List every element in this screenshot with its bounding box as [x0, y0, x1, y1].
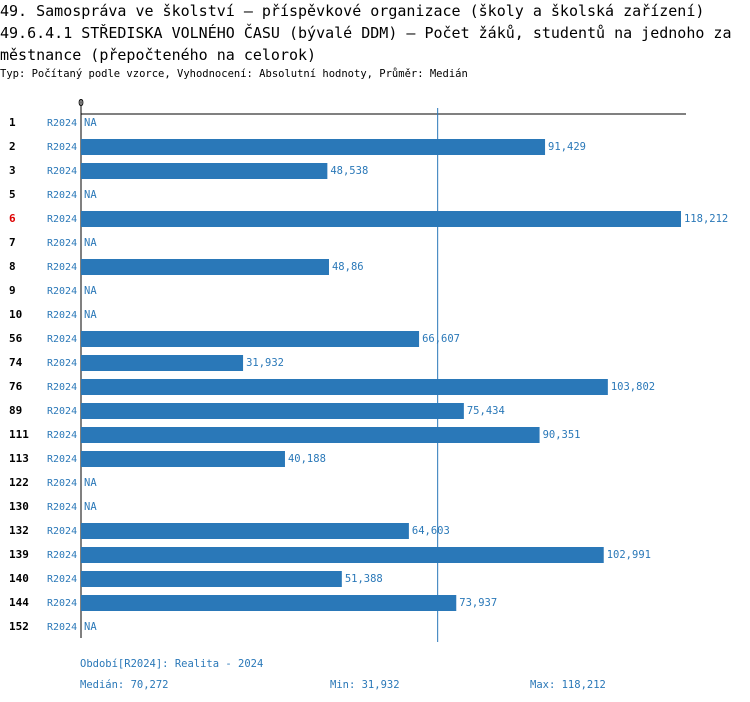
value-label: 40,188 — [288, 453, 326, 465]
series-label: R2024 — [47, 118, 77, 129]
bar — [81, 139, 546, 155]
bar — [81, 331, 420, 347]
value-label: NA — [84, 189, 97, 201]
category-label: 6 — [9, 212, 16, 225]
value-label: 103,802 — [611, 381, 655, 393]
value-label: NA — [84, 501, 97, 513]
category-label: 144 — [9, 596, 29, 609]
category-label: 1 — [9, 116, 16, 129]
series-label: R2024 — [47, 238, 77, 249]
bar — [81, 427, 540, 443]
bar — [81, 523, 409, 539]
min-label: Min: 31,932 — [330, 679, 400, 691]
category-label: 140 — [9, 572, 29, 585]
series-label: R2024 — [47, 262, 77, 273]
category-label: 122 — [9, 476, 29, 489]
bar — [81, 163, 328, 179]
category-label: 10 — [9, 308, 22, 321]
value-label: 48,538 — [330, 165, 368, 177]
value-label: 31,932 — [246, 357, 284, 369]
category-label: 3 — [9, 164, 16, 177]
value-label: 75,434 — [467, 405, 505, 417]
value-label: NA — [84, 117, 97, 129]
bar — [81, 355, 244, 371]
series-label: R2024 — [47, 382, 77, 393]
bar — [81, 451, 285, 467]
category-label: 8 — [9, 260, 16, 273]
series-label: R2024 — [47, 550, 77, 561]
period-label: Období[R2024]: Realita - 2024 — [80, 658, 263, 670]
bar — [81, 259, 329, 275]
category-label: 130 — [9, 500, 29, 513]
value-label: 90,351 — [543, 429, 581, 441]
value-label: 73,937 — [459, 597, 497, 609]
bar — [81, 211, 681, 227]
category-label: 76 — [9, 380, 23, 393]
category-label: 113 — [9, 452, 29, 465]
category-label: 5 — [9, 188, 16, 201]
series-label: R2024 — [47, 454, 77, 465]
series-label: R2024 — [47, 574, 77, 585]
category-label: 139 — [9, 548, 29, 561]
value-label: NA — [84, 285, 97, 297]
value-label: 51,388 — [345, 573, 383, 585]
bar — [81, 571, 342, 587]
value-label: 118,212 — [684, 213, 728, 225]
category-label: 9 — [9, 284, 16, 297]
series-label: R2024 — [47, 166, 77, 177]
chart-title: 49. Samospráva ve školství – příspěvkové… — [0, 2, 705, 20]
description: Typ: Počítaný podle vzorce, Vyhodnocení:… — [0, 68, 468, 80]
x-tick-label: 0 — [78, 98, 84, 109]
category-label: 7 — [9, 236, 16, 249]
category-label: 2 — [9, 140, 16, 153]
category-label: 132 — [9, 524, 29, 537]
header: 49. Samospráva ve školství – příspěvkové… — [0, 0, 740, 82]
series-label: R2024 — [47, 478, 77, 489]
series-label: R2024 — [47, 142, 77, 153]
series-label: R2024 — [47, 190, 77, 201]
series-label: R2024 — [47, 334, 77, 345]
series-label: R2024 — [47, 622, 77, 633]
max-label: Max: 118,212 — [530, 679, 606, 691]
bar — [81, 379, 608, 395]
value-label: NA — [84, 477, 97, 489]
chart-subtitle: 49.6.4.1 STŘEDISKA VOLNÉHO ČASU (bývalé … — [0, 24, 732, 64]
value-label: NA — [84, 621, 97, 633]
series-label: R2024 — [47, 286, 77, 297]
value-label: 91,429 — [548, 141, 586, 153]
series-label: R2024 — [47, 406, 77, 417]
value-label: 66,607 — [422, 333, 460, 345]
value-label: NA — [84, 309, 97, 321]
series-label: R2024 — [47, 358, 77, 369]
value-label: 48,86 — [332, 261, 364, 273]
series-label: R2024 — [47, 430, 77, 441]
value-label: NA — [84, 237, 97, 249]
median-label: Medián: 70,272 — [80, 679, 169, 691]
bar — [81, 403, 464, 419]
value-label: 102,991 — [607, 549, 651, 561]
value-label: 64,603 — [412, 525, 450, 537]
category-label: 74 — [9, 356, 23, 369]
category-label: 152 — [9, 620, 29, 633]
category-label: 111 — [9, 428, 29, 441]
series-label: R2024 — [47, 526, 77, 537]
series-label: R2024 — [47, 598, 77, 609]
series-label: R2024 — [47, 310, 77, 321]
series-label: R2024 — [47, 502, 77, 513]
bar — [81, 595, 457, 611]
bar — [81, 547, 604, 563]
series-label: R2024 — [47, 214, 77, 225]
category-label: 56 — [9, 332, 23, 345]
category-label: 89 — [9, 404, 22, 417]
